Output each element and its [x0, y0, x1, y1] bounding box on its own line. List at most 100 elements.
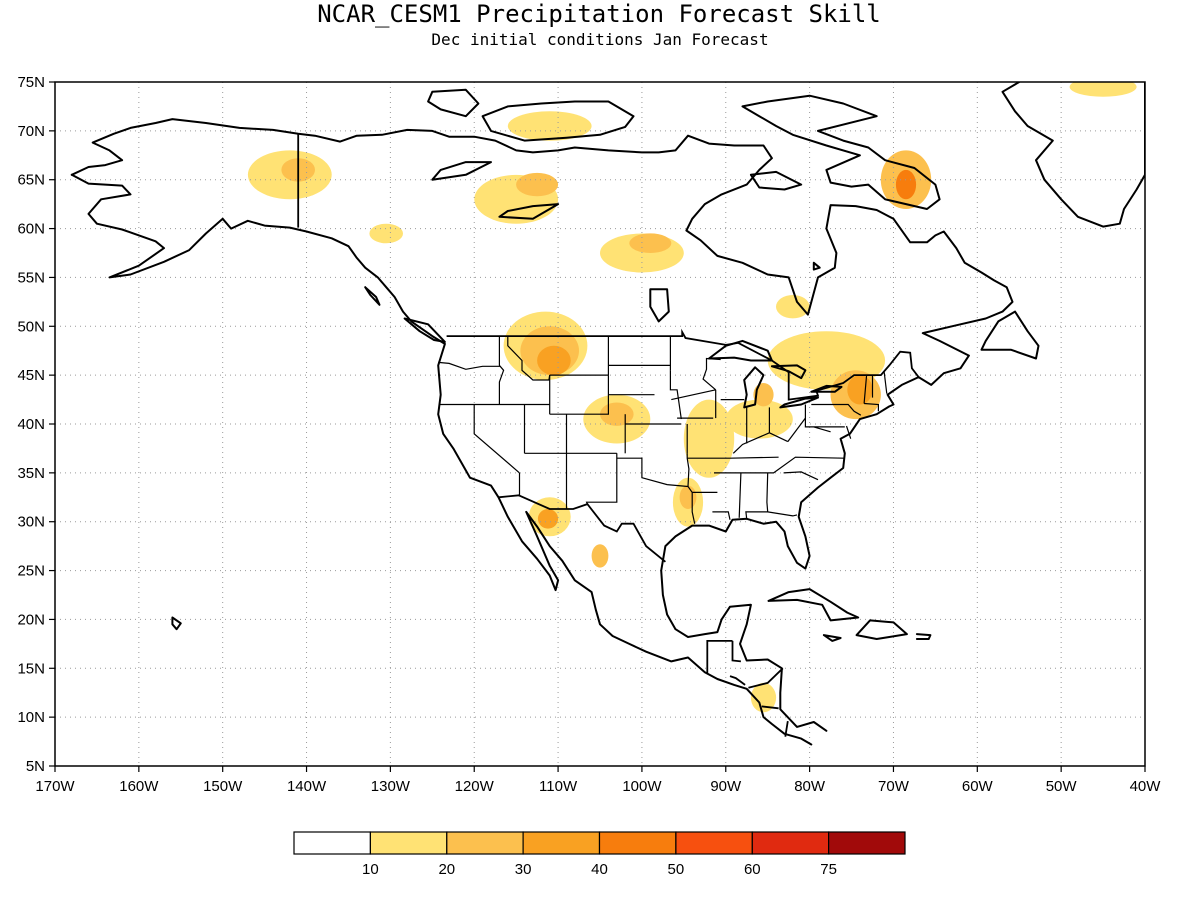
longitude-tick-label: 80W	[794, 778, 826, 795]
map-subtitle: Dec initial conditions Jan Forecast	[431, 30, 768, 49]
coastline	[70, 118, 1014, 732]
longitude-tick-label: 110W	[539, 778, 578, 795]
latitude-tick-label: 40N	[17, 416, 45, 433]
longitude-tick-label: 50W	[1046, 778, 1078, 795]
skill-patch	[1069, 82, 1137, 97]
longitude-tick-label: 60W	[962, 778, 994, 795]
map-plot-area: 170W 160W 150W 140W 130W 120W 110W 100W 90W 80W 70…	[17, 74, 1161, 795]
state-border	[669, 370, 682, 420]
lake-outline	[431, 161, 492, 181]
latitude-tick-label: 55N	[17, 269, 45, 286]
coastline-layer	[70, 82, 1145, 746]
coastline	[980, 310, 1040, 360]
coastline	[427, 88, 480, 118]
coastline	[171, 616, 182, 631]
latitude-tick-label: 20N	[17, 611, 45, 628]
state-border	[811, 403, 862, 416]
state-border	[783, 471, 819, 481]
colorbar-label: 50	[668, 861, 685, 878]
longitude-axis: 170W 160W 150W 140W 130W 120W 110W 100W 90W 80W 70…	[35, 766, 1161, 795]
latitude-tick-label: 35N	[17, 465, 45, 482]
colorbar-label: 60	[744, 861, 761, 878]
latitude-tick-label: 75N	[17, 74, 45, 91]
skill-patch	[679, 485, 697, 509]
state-border	[767, 511, 798, 517]
colorbar-swatch	[369, 831, 448, 855]
skill-patch	[753, 383, 774, 407]
national-border	[761, 705, 779, 710]
colorbar-label: 10	[362, 861, 379, 878]
colorbar-swatch	[522, 831, 601, 855]
state-border	[671, 389, 716, 401]
coastline	[767, 588, 860, 622]
latitude-tick-label: 15N	[17, 660, 45, 677]
state-border	[712, 511, 731, 520]
skill-patch	[537, 345, 571, 376]
coastline	[70, 173, 813, 746]
latitude-tick-label: 50N	[17, 318, 45, 335]
skill-patch	[537, 509, 559, 529]
state-border	[863, 375, 868, 404]
coastline	[403, 317, 446, 343]
colorbar-swatch	[827, 831, 906, 855]
national-border	[498, 494, 666, 563]
latitude-tick-label: 25N	[17, 563, 45, 580]
latitude-tick-label: 30N	[17, 514, 45, 531]
state-border	[498, 336, 505, 405]
state-border	[507, 336, 551, 381]
skill-patch	[776, 295, 810, 319]
state-border	[883, 372, 888, 394]
coastline	[1001, 82, 1145, 228]
longitude-tick-label: 90W	[710, 778, 742, 795]
latitude-tick-label: 10N	[17, 709, 45, 726]
latitude-tick-label: 60N	[17, 221, 45, 238]
coastline	[855, 619, 908, 640]
longitude-tick-label: 160W	[119, 778, 159, 795]
state-border	[732, 432, 789, 454]
longitude-tick-label: 120W	[455, 778, 495, 795]
coastline	[822, 634, 842, 642]
longitude-tick-label: 170W	[35, 778, 75, 795]
colorbar-swatch	[751, 831, 830, 855]
skill-patch	[516, 172, 559, 197]
colorbar-swatch	[598, 831, 677, 855]
longitude-tick-label: 40W	[1130, 778, 1162, 795]
national-border	[784, 720, 789, 737]
state-border	[549, 375, 609, 415]
national-border	[446, 328, 920, 401]
coastline	[812, 261, 821, 271]
lake-outline	[779, 396, 819, 409]
state-border	[804, 404, 845, 428]
longitude-tick-label: 150W	[203, 778, 243, 795]
lake-outline	[743, 366, 765, 409]
state-border	[585, 453, 618, 505]
map-title: NCAR_CESM1 Precipitation Forecast Skill	[317, 0, 881, 28]
longitude-tick-label: 70W	[878, 778, 910, 795]
state-border	[787, 417, 806, 442]
longitude-tick-label: 140W	[287, 778, 327, 795]
state-border	[473, 404, 520, 474]
state-border	[845, 425, 852, 439]
state-border	[864, 402, 879, 412]
state-border	[738, 472, 742, 518]
skill-patch	[750, 682, 777, 713]
coastline	[749, 170, 803, 191]
skill-patch	[591, 544, 609, 568]
coastline	[481, 100, 635, 142]
lake-outline	[649, 288, 670, 323]
skill-patch	[847, 375, 873, 405]
latitude-tick-label: 65N	[17, 172, 45, 189]
skill-patch	[725, 399, 793, 439]
state-border	[729, 456, 779, 459]
skill-patch	[507, 111, 592, 141]
national-border	[729, 675, 746, 686]
state-border	[438, 361, 501, 370]
lake-outline	[810, 384, 843, 393]
longitude-tick-label: 130W	[371, 778, 411, 795]
skill-patch	[895, 169, 917, 200]
latitude-tick-label: 70N	[17, 123, 45, 140]
colorbar-swatch	[446, 831, 524, 855]
colorbar-label: 40	[591, 861, 608, 878]
colorbar-label: 20	[438, 861, 455, 878]
